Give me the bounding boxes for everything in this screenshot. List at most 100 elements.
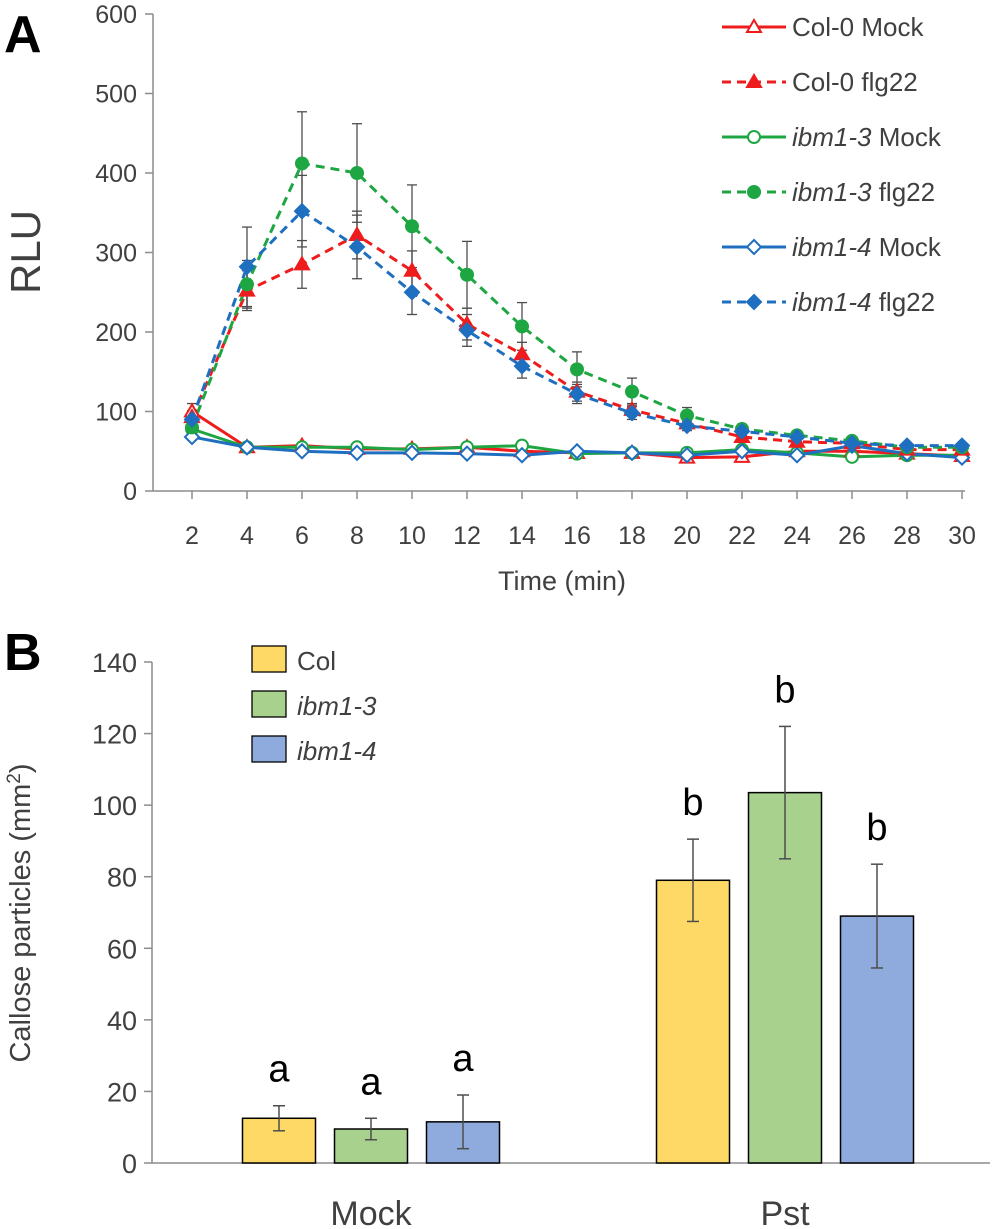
bar-col-pst xyxy=(655,879,731,1164)
data-point-ibm1-3-flg22 xyxy=(405,219,419,234)
x-tick-label: 22 xyxy=(728,522,756,550)
data-point-ibm1-4-mock xyxy=(348,444,366,462)
legend-marker xyxy=(745,293,763,311)
y-tick-label: 0 xyxy=(123,478,137,506)
legend-item-b-col: Col xyxy=(251,645,336,676)
x-tick-label: 16 xyxy=(563,522,591,550)
significance-letter: b xyxy=(866,807,887,849)
data-point-ibm1-4-flg22 xyxy=(568,385,586,403)
y-tick-label: 400 xyxy=(95,160,137,188)
legend-label: ibm1-4 Mock xyxy=(792,232,942,262)
legend-swatch xyxy=(251,690,287,718)
data-point-ibm1-4-flg22 xyxy=(458,321,476,339)
data-point-ibm1-4-flg22 xyxy=(348,238,366,256)
data-point-ibm1-4-mock xyxy=(678,446,696,464)
significance-letter: a xyxy=(360,1061,382,1103)
legend-item-b-ibm1-3: ibm1-3 xyxy=(251,690,377,721)
legend-label: ibm1-3 flg22 xyxy=(792,177,935,207)
y-tick-label-b: 100 xyxy=(92,791,137,821)
legend-label: Col-0 Mock xyxy=(792,12,924,42)
x-tick-label: 4 xyxy=(240,522,254,550)
data-point-ibm1-4-flg22 xyxy=(623,404,641,422)
x-axis-title: Time (min) xyxy=(498,566,626,596)
x-tick-label: 2 xyxy=(185,522,199,550)
data-point-ibm1-4-flg22 xyxy=(513,357,531,375)
y-tick-label: 600 xyxy=(95,1,137,29)
y-tick-label-b: 60 xyxy=(107,934,137,964)
x-tick-label: 20 xyxy=(673,522,701,550)
legend-item-ibm1-4-flg22: ibm1-4 flg22 xyxy=(722,287,935,317)
legend-label: ibm1-3 Mock xyxy=(792,122,942,152)
data-point-col-0-flg22 xyxy=(513,345,531,361)
category-label-mock: Mock xyxy=(330,1195,412,1229)
y-tick-label: 300 xyxy=(95,240,137,268)
y-tick-label-b: 140 xyxy=(92,648,137,678)
data-point-ibm1-4-mock xyxy=(458,445,476,463)
legend-item-ibm1-3-flg22: ibm1-3 flg22 xyxy=(722,177,935,207)
data-point-ibm1-3-flg22 xyxy=(625,384,639,399)
x-tick-label: 14 xyxy=(508,522,536,550)
x-tick-label: 10 xyxy=(398,522,426,550)
significance-letter: b xyxy=(774,669,795,711)
data-point-ibm1-3-flg22 xyxy=(295,156,309,171)
data-point-ibm1-4-flg22 xyxy=(403,283,421,301)
significance-letter: a xyxy=(452,1038,474,1080)
legend-item-col-0-flg22: Col-0 flg22 xyxy=(722,67,918,97)
data-point-ibm1-4-mock xyxy=(733,442,751,460)
significance-letter: a xyxy=(268,1049,290,1091)
x-tick-label: 8 xyxy=(350,522,364,550)
data-point-col-0-flg22 xyxy=(348,226,366,242)
x-tick-label: 18 xyxy=(618,522,646,550)
legend-label-b: ibm1-4 xyxy=(297,736,376,766)
data-point-ibm1-4-flg22 xyxy=(788,428,806,446)
y-tick-label-b: 0 xyxy=(122,1149,137,1179)
panel-label-b: B xyxy=(4,624,42,682)
y-tick-label-b: 20 xyxy=(107,1077,137,1107)
data-point-ibm1-4-flg22 xyxy=(733,422,751,440)
data-point-ibm1-4-flg22 xyxy=(953,437,971,455)
data-point-ibm1-4-flg22 xyxy=(293,202,311,220)
data-point-ibm1-4-flg22 xyxy=(843,434,861,452)
legend-marker xyxy=(745,238,763,256)
legend-item-b-ibm1-4: ibm1-4 xyxy=(251,735,376,766)
data-point-ibm1-4-mock xyxy=(403,444,421,462)
legend-swatch xyxy=(251,735,287,763)
legend-marker xyxy=(747,130,761,144)
data-point-col-0-flg22 xyxy=(293,255,311,271)
data-point-ibm1-4-flg22 xyxy=(898,437,916,455)
data-point-ibm1-4-mock xyxy=(513,446,531,464)
data-point-ibm1-3-flg22 xyxy=(460,267,474,282)
y-tick-label-b: 80 xyxy=(107,863,137,893)
x-tick-label: 28 xyxy=(893,522,921,550)
data-point-ibm1-3-flg22 xyxy=(350,166,364,180)
data-point-ibm1-4-mock xyxy=(238,438,256,456)
data-point-ibm1-4-flg22 xyxy=(183,411,201,428)
data-point-ibm1-4-mock xyxy=(788,446,806,464)
category-label-pst: Pst xyxy=(760,1195,810,1229)
legend-item-ibm1-4-mock: ibm1-4 Mock xyxy=(722,232,942,262)
legend-label-b: ibm1-3 xyxy=(297,691,377,721)
x-tick-label: 6 xyxy=(295,522,309,550)
data-point-ibm1-3-flg22 xyxy=(570,362,584,377)
y-tick-label: 500 xyxy=(95,81,137,109)
legend-marker xyxy=(747,185,761,199)
legend-swatch xyxy=(251,645,287,673)
bar-chart-callose: 0 20 40 60 80 100 120 140 a a a b b b Mock Pst Col ibm… xyxy=(4,645,990,1229)
y-axis-title-b: Callose particles (mm2) xyxy=(4,763,37,1062)
data-point-ibm1-4-flg22 xyxy=(238,258,256,276)
legend-item-ibm1-3-mock: ibm1-3 Mock xyxy=(722,122,942,152)
legend-marker xyxy=(745,73,763,88)
data-point-ibm1-4-mock xyxy=(623,444,641,462)
legend-marker xyxy=(745,18,763,33)
legend-item-col-0-mock: Col-0 Mock xyxy=(722,12,924,42)
data-point-col-0-flg22 xyxy=(403,261,421,277)
y-tick-label-b: 120 xyxy=(92,720,137,750)
legend-label-b: Col xyxy=(297,646,336,676)
data-point-ibm1-4-mock xyxy=(293,442,311,460)
y-axis-title: RLU xyxy=(2,210,49,294)
panel-label-a: A xyxy=(4,6,42,64)
x-tick-label: 30 xyxy=(948,522,976,550)
x-tick-label: 24 xyxy=(783,522,811,550)
